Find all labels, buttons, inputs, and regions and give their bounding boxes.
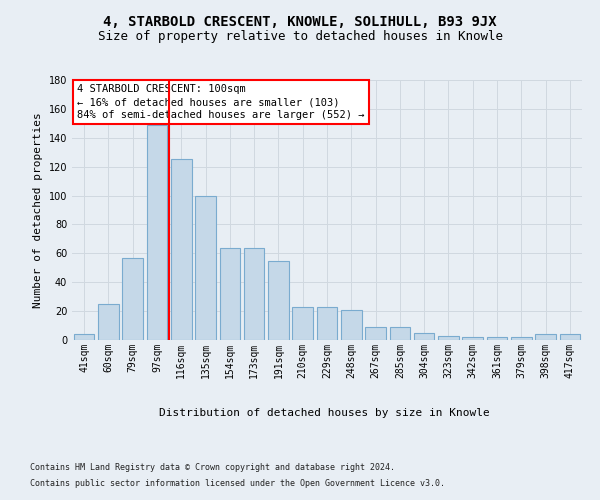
Bar [317,307,337,340]
Bar [487,337,508,340]
Bar [171,160,191,340]
Text: 4, STARBOLD CRESCENT, KNOWLE, SOLIHULL, B93 9JX: 4, STARBOLD CRESCENT, KNOWLE, SOLIHULL, … [103,15,497,29]
Bar [98,304,119,340]
Bar [292,307,313,340]
Text: Contains public sector information licensed under the Open Government Licence v3: Contains public sector information licen… [30,479,445,488]
Bar [268,260,289,340]
Bar [535,334,556,340]
Bar [365,327,386,340]
Bar [146,125,167,340]
Bar [511,337,532,340]
Bar [463,337,483,340]
Bar [220,248,240,340]
Y-axis label: Number of detached properties: Number of detached properties [33,112,43,308]
Bar [560,334,580,340]
Text: 4 STARBOLD CRESCENT: 100sqm
← 16% of detached houses are smaller (103)
84% of se: 4 STARBOLD CRESCENT: 100sqm ← 16% of det… [77,84,365,120]
Text: Contains HM Land Registry data © Crown copyright and database right 2024.: Contains HM Land Registry data © Crown c… [30,462,395,471]
Bar [122,258,143,340]
Bar [414,333,434,340]
Bar [74,334,94,340]
Text: Size of property relative to detached houses in Knowle: Size of property relative to detached ho… [97,30,503,43]
Bar [195,196,216,340]
Bar [438,336,459,340]
Bar [244,248,265,340]
Bar [341,310,362,340]
Bar [389,327,410,340]
Text: Distribution of detached houses by size in Knowle: Distribution of detached houses by size … [158,408,490,418]
